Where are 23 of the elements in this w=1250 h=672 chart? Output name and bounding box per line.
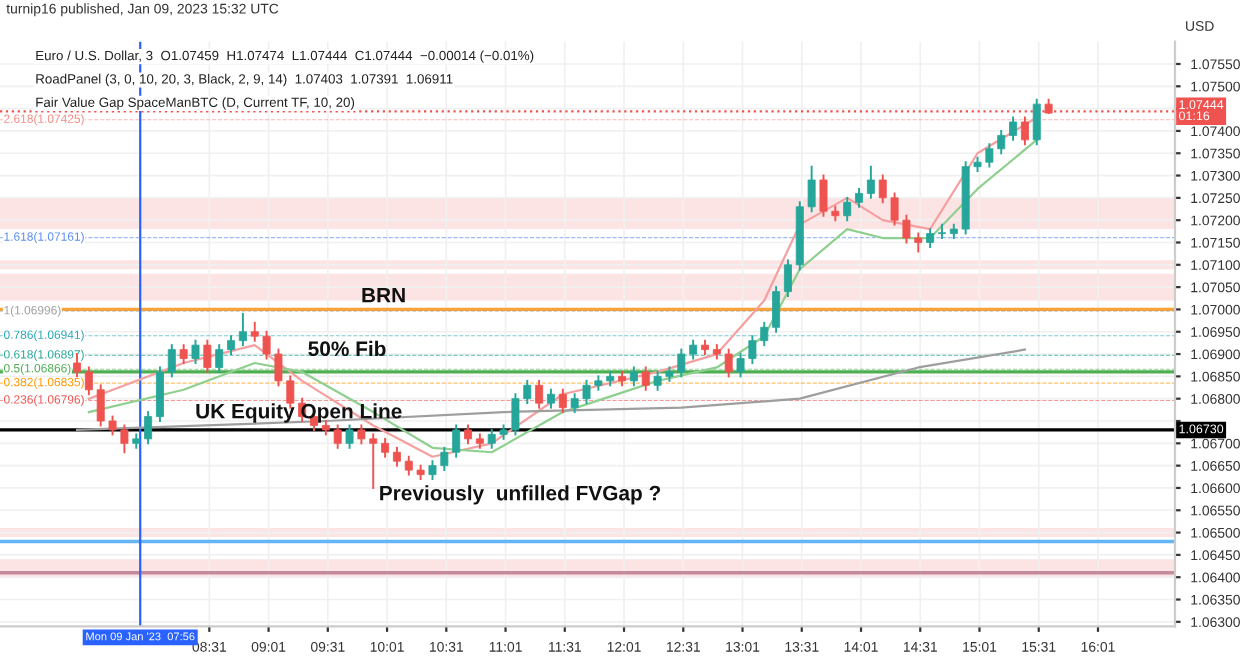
candlestick	[238, 312, 247, 347]
candlestick	[558, 388, 567, 414]
candlestick	[843, 196, 852, 222]
candlestick	[144, 411, 153, 445]
candlestick	[1032, 98, 1041, 146]
candlestick	[535, 379, 544, 409]
candlestick	[866, 165, 875, 199]
candlestick	[783, 259, 792, 298]
candlestick	[215, 344, 224, 373]
annotation: 50% Fib	[308, 340, 386, 357]
candlestick	[167, 344, 176, 378]
candlestick	[203, 339, 212, 373]
candlestick	[155, 366, 164, 422]
candlestick	[938, 223, 946, 239]
annotation: Previously unfilled FVGap ?	[380, 485, 661, 505]
candlestick	[345, 424, 354, 449]
candlestick	[84, 366, 93, 396]
candlestick	[1009, 116, 1018, 141]
candlestick	[191, 339, 200, 364]
candlestick	[641, 366, 650, 391]
annotation: BRN	[362, 288, 405, 303]
candlestick	[1020, 116, 1029, 146]
candlestick	[772, 286, 781, 333]
